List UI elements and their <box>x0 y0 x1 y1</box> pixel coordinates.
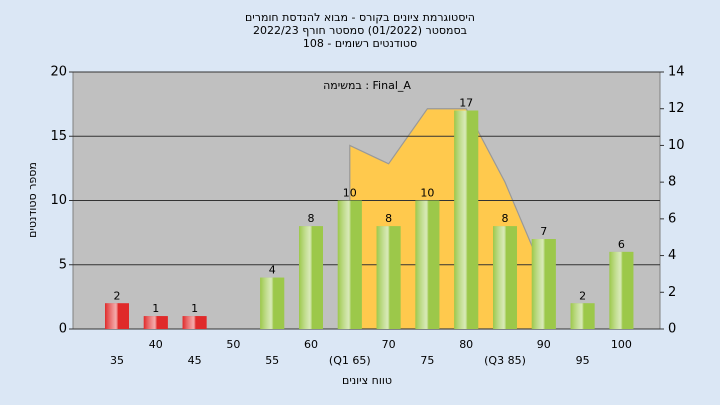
value-label: 8 <box>308 212 315 225</box>
chart-subtitle: בסמסטר (01/2022) סמסטר חורף 2022/23 <box>253 24 467 37</box>
bar <box>337 200 362 329</box>
x-tick-label: 55 <box>265 354 279 367</box>
y-tick-label: 10 <box>50 193 67 208</box>
x-tick-label: (Q1 65) <box>329 354 371 367</box>
value-label: 8 <box>502 212 509 225</box>
y2-tick-label: 14 <box>668 65 685 80</box>
bar <box>493 226 517 329</box>
y2-tick-label: 10 <box>668 138 685 153</box>
y-tick-label: 0 <box>59 322 67 337</box>
bar <box>260 277 285 329</box>
bar <box>105 303 129 329</box>
bar <box>143 316 168 329</box>
value-label: 2 <box>114 289 121 302</box>
x-tick-label: 35 <box>110 354 124 367</box>
y2-tick-label: 8 <box>668 175 676 190</box>
bar <box>415 200 440 329</box>
value-label: 17 <box>459 97 473 110</box>
y-tick-label: 5 <box>59 257 67 272</box>
value-label: 1 <box>191 302 198 315</box>
value-label: 6 <box>618 238 625 251</box>
bar <box>182 316 207 329</box>
x-tick-label: (Q3 85) <box>484 354 526 367</box>
x-tick-label: 90 <box>537 338 551 351</box>
bar <box>299 226 323 329</box>
y-tick-label: 15 <box>50 129 67 144</box>
x-tick-label: 45 <box>188 354 202 367</box>
annotation: במשימה : Final_A <box>323 79 411 92</box>
value-label: 8 <box>385 212 392 225</box>
x-tick-label: 95 <box>576 354 590 367</box>
x-tick-label: 50 <box>226 338 240 351</box>
y2-tick-label: 0 <box>668 322 676 337</box>
y2-tick-label: 6 <box>668 211 676 226</box>
y2-tick-label: 2 <box>668 285 676 300</box>
bar <box>531 239 556 329</box>
y-axis-label: מספר סטודנטים <box>26 162 39 238</box>
x-tick-label: 40 <box>149 338 163 351</box>
bar <box>454 110 479 329</box>
value-label: 7 <box>540 225 547 238</box>
chart-subtitle: סטודנטים רשומים - 108 <box>303 37 417 50</box>
y2-tick-label: 12 <box>668 101 685 116</box>
x-tick-label: 100 <box>611 338 632 351</box>
x-tick-label: 80 <box>459 338 473 351</box>
value-label: 1 <box>152 302 159 315</box>
value-label: 10 <box>343 187 357 200</box>
value-label: 2 <box>579 289 586 302</box>
y2-tick-label: 4 <box>668 248 676 263</box>
x-tick-label: 70 <box>382 338 396 351</box>
bar <box>570 303 595 329</box>
x-tick-label: 75 <box>420 354 434 367</box>
x-axis-label: טווח ציונים <box>342 374 392 387</box>
x-tick-label: 60 <box>304 338 318 351</box>
bar <box>376 226 401 329</box>
chart-title: היסטוגרמת ציונים בקורס - מבוא להנדסת חומ… <box>245 11 475 24</box>
value-label: 10 <box>420 187 434 200</box>
bar <box>609 251 634 329</box>
y-tick-label: 20 <box>50 65 67 80</box>
value-label: 4 <box>269 264 276 277</box>
